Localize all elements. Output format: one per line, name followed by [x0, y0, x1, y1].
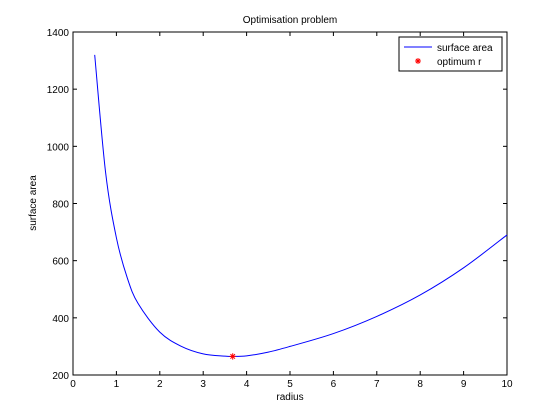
chart-title: Optimisation problem	[243, 15, 337, 26]
plot-area: 0 1 2 3 4 5 6 7 8 9 10 200 400 600 800 1000 1200 1400	[47, 28, 513, 390]
y-tick-label: 400	[52, 314, 69, 325]
legend-box	[398, 36, 503, 72]
y-tick-label: 1400	[47, 28, 70, 39]
x-axis: 0 1 2 3 4 5 6 7 8 9 10	[70, 32, 513, 390]
legend-label: optimum r	[437, 57, 482, 68]
y-tick-label: 800	[52, 200, 69, 211]
legend-marker-swatch	[415, 58, 421, 64]
optimum-marker	[229, 353, 236, 360]
x-tick-label: 3	[200, 379, 206, 390]
series-line-surface-area	[94, 54, 508, 357]
x-axis-title: radius	[276, 392, 303, 403]
legend-label: surface area	[437, 43, 493, 54]
legend: surface area optimum r	[398, 36, 503, 72]
x-tick-label: 0	[70, 379, 76, 390]
y-tick-label: 1000	[47, 142, 70, 153]
x-tick-label: 7	[374, 379, 380, 390]
y-tick-label: 200	[52, 371, 69, 382]
y-tick-label: 600	[52, 257, 69, 268]
x-tick-label: 6	[331, 379, 337, 390]
x-tick-label: 1	[114, 379, 120, 390]
x-tick-label: 10	[501, 379, 513, 390]
y-tick-label: 1200	[47, 85, 70, 96]
x-tick-label: 8	[417, 379, 423, 390]
x-tick-label: 9	[461, 379, 467, 390]
series-layer	[94, 54, 508, 360]
x-tick-label: 2	[157, 379, 163, 390]
axes-box	[72, 31, 508, 376]
y-axis: 200 400 600 800 1000 1200 1400	[47, 28, 507, 382]
y-axis-title: surface area	[28, 175, 39, 231]
x-tick-label: 5	[287, 379, 293, 390]
x-tick-label: 4	[244, 379, 250, 390]
